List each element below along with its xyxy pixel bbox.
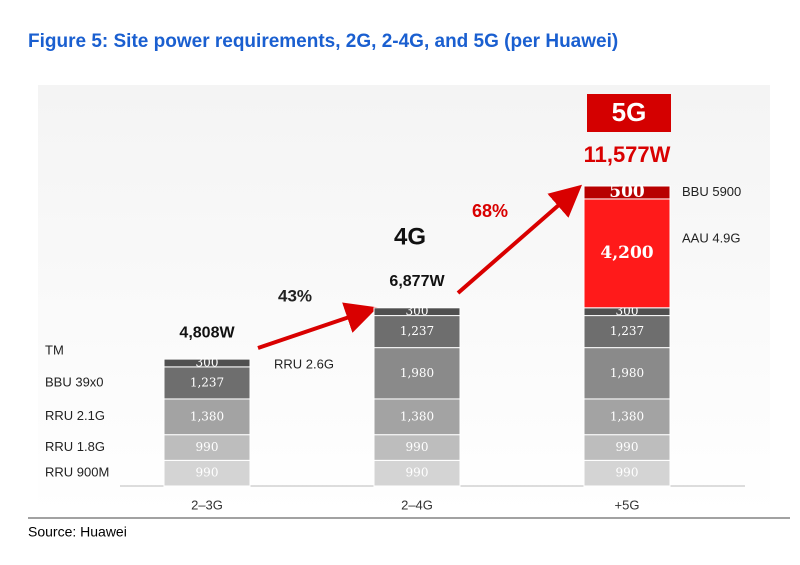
value-label: 1,237	[400, 324, 434, 338]
legend-label: RRU 900M	[45, 465, 109, 480]
growth-label: 43%	[278, 286, 312, 305]
legend-label: BBU 5900	[682, 184, 741, 199]
arrow	[257, 302, 378, 350]
value-label: 990	[406, 440, 429, 454]
value-label: 990	[616, 440, 639, 454]
value-label: 1,980	[610, 366, 644, 380]
value-label: 1,237	[610, 324, 644, 338]
total-label: 4,808W	[179, 324, 235, 341]
bar-segment	[373, 315, 461, 349]
value-label: 1,380	[190, 409, 224, 423]
value-label: 990	[196, 466, 219, 480]
value-label: 990	[406, 466, 429, 480]
legend-label: RRU 2.1G	[45, 408, 105, 423]
value-label: 1,380	[400, 409, 434, 423]
bar-segment	[583, 315, 671, 349]
bar-segment	[583, 347, 671, 400]
x-tick-label: +5G	[615, 497, 640, 512]
legend-label: RRU 1.8G	[45, 439, 105, 454]
bar-segment	[163, 358, 251, 368]
legend-label: RRU 2.6G	[274, 357, 334, 372]
bar-segment	[373, 434, 461, 461]
x-tick-label: 2–4G	[401, 497, 433, 512]
generation-label: 4G	[394, 223, 426, 250]
x-tick-label: 2–3G	[191, 497, 223, 512]
bar-segment	[163, 366, 251, 400]
value-label: 1,237	[190, 375, 224, 389]
bar-segment	[583, 198, 671, 309]
bar-segment	[373, 459, 461, 487]
generation-label: 5G	[612, 97, 647, 127]
arrow	[456, 184, 583, 295]
value-label: 1,380	[610, 409, 644, 423]
chart-title: Figure 5: Site power requirements, 2G, 2…	[28, 31, 618, 52]
value-label: 990	[616, 466, 639, 480]
value-label: 990	[196, 440, 219, 454]
value-label: 4,200	[600, 243, 653, 263]
bar-segment	[373, 398, 461, 436]
total-label: 6,877W	[389, 273, 445, 290]
total-label: 11,577W	[584, 142, 671, 167]
legend-label: BBU 39x0	[45, 374, 104, 389]
value-label: 500	[609, 182, 645, 202]
value-label: 300	[406, 304, 429, 318]
bar-segment	[583, 434, 671, 461]
bar-segment	[163, 398, 251, 436]
legend-label: TM	[45, 342, 64, 357]
legend-label: AAU 4.9G	[682, 230, 741, 245]
source: Source: Huawei	[28, 524, 127, 540]
value-label: 300	[196, 355, 219, 369]
bar-segment	[373, 307, 461, 317]
generation-box	[587, 94, 671, 132]
value-label: 1,980	[400, 366, 434, 380]
bar-segment	[583, 185, 671, 200]
growth-label: 68%	[472, 201, 508, 221]
